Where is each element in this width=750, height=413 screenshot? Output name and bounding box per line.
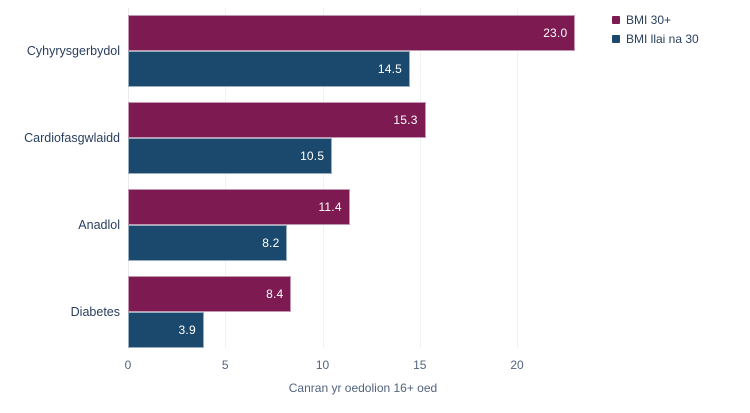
bar-group: Cardiofasgwlaidd 15.3 10.5 — [0, 102, 750, 174]
legend-item-bmi-under30[interactable]: BMI llai na 30 — [612, 32, 699, 46]
x-axis-title: Canran yr oedolion 16+ oed — [288, 381, 438, 395]
bar-group: Cyhyrysgerbydol 23.0 14.5 — [0, 15, 750, 87]
bar-value-label: 15.3 — [393, 113, 418, 127]
legend-label: BMI llai na 30 — [626, 32, 699, 46]
zeroline — [128, 8, 129, 348]
bar-bmi-under30[interactable]: 8.2 — [128, 225, 288, 261]
category-label: Cyhyrysgerbydol — [26, 44, 120, 58]
category-label: Cardiofasgwlaidd — [24, 131, 120, 145]
bar-value-label: 14.5 — [377, 62, 403, 76]
gridline — [225, 8, 227, 348]
x-tick-label: 10 — [315, 358, 330, 372]
bar-group: Diabetes 8.4 3.9 — [0, 276, 750, 348]
legend-label: BMI 30+ — [626, 13, 672, 27]
bar-value-label: 23.0 — [543, 26, 568, 40]
legend-swatch-icon — [612, 35, 620, 43]
bar-value-label: 11.4 — [318, 200, 342, 214]
category-label: Diabetes — [70, 305, 120, 319]
bar-bmi30plus[interactable]: 8.4 — [128, 276, 292, 312]
bar-bmi30plus[interactable]: 23.0 — [128, 15, 576, 51]
bar-bmi30plus[interactable]: 15.3 — [128, 102, 426, 138]
gridline — [322, 8, 324, 348]
legend: BMI 30+ BMI llai na 30 — [612, 13, 699, 46]
bar-value-label: 8.2 — [262, 236, 280, 250]
bar-value-label: 3.9 — [178, 323, 196, 337]
x-tick-label: 20 — [510, 358, 524, 372]
bar-group: Anadlol 11.4 8.2 — [0, 189, 750, 261]
gridline — [419, 8, 421, 348]
bar-value-label: 10.5 — [300, 149, 325, 163]
gridline — [517, 8, 518, 348]
x-tick-label: 15 — [413, 358, 427, 372]
x-tick-label: 0 — [124, 358, 132, 372]
bar-value-label: 8.4 — [266, 287, 284, 301]
bar-bmi-under30[interactable]: 3.9 — [128, 312, 204, 348]
bar-bmi30plus[interactable]: 11.4 — [128, 189, 350, 225]
category-label: Anadlol — [78, 218, 120, 232]
legend-item-bmi30plus[interactable]: BMI 30+ — [612, 13, 699, 27]
legend-swatch-icon — [612, 16, 620, 24]
x-tick-label: 5 — [221, 358, 229, 372]
bar-bmi-under30[interactable]: 10.5 — [128, 138, 333, 174]
bar-bmi-under30[interactable]: 14.5 — [128, 51, 411, 87]
